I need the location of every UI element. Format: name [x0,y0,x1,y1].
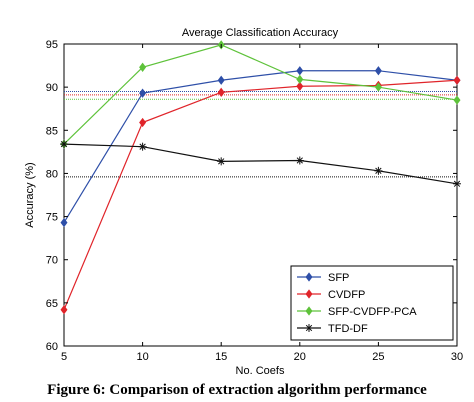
x-tick-label-20: 20 [294,351,306,363]
point-tfd-df-30 [453,179,461,188]
y-tick-label-65: 65 [46,298,58,310]
legend: SFP CVDFP SFP-CVDFP-PCA TFD-DF [290,265,454,341]
legend-marker-sfp-cvdfp-pca [305,306,313,316]
series-lines [63,44,458,310]
y-tick-label-80: 80 [46,168,58,180]
chart-title: Average Classification Accuracy [182,27,339,39]
point-tfd-df-5 [60,140,68,149]
point-tfd-df-20 [295,156,304,165]
y-axis: 60 65 70 75 80 85 90 95 [46,39,457,353]
mean-lines [64,90,457,178]
x-axis-label: No. Coefs [236,365,285,377]
point-tfd-df-10 [138,142,147,151]
point-sfp-5 [60,217,68,228]
x-tick-label-25: 25 [372,351,384,363]
x-tick-label-5: 5 [61,351,67,363]
x-tick-label-30: 30 [451,351,463,363]
figure-caption: Figure 6: Comparison of extraction algor… [47,382,427,398]
y-tick-label-75: 75 [46,212,58,224]
series-line-sfp-cvdfp-pca [63,44,458,145]
point-cvdfp-20 [296,81,304,91]
series-line-tfd-df [63,143,458,185]
point-tfd-df-15 [217,157,226,166]
legend-label-tfd-df: TFD-DF [328,323,368,335]
y-axis-label: Accuracy (%) [24,162,36,227]
legend-marker-sfp [305,272,313,282]
series-line-cvdfp [63,79,458,310]
point-sfp-15 [217,75,225,85]
legend-label-sfp-cvdfp-pca: SFP-CVDFP-PCA [328,306,417,318]
legend-marker-tfd-df [305,324,313,332]
legend-marker-cvdfp [305,289,313,299]
point-sfp-10 [139,88,147,98]
y-tick-label-90: 90 [46,82,58,94]
point-sfp-cvdfp-pca-10 [139,62,147,72]
legend-label-cvdfp: CVDFP [328,289,365,301]
x-tick-label-15: 15 [215,351,227,363]
point-cvdfp-5 [60,305,68,315]
point-cvdfp-30 [453,75,461,85]
point-cvdfp-15 [217,87,225,97]
y-tick-label-70: 70 [46,255,58,267]
y-tick-label-85: 85 [46,125,58,137]
series-line-sfp [63,70,458,223]
plot-area [60,40,461,347]
y-tick-label-60: 60 [46,341,58,353]
point-sfp-cvdfp-pca-30 [453,95,461,105]
x-axis: 5 10 15 20 25 30 [61,44,463,363]
series-markers [60,40,461,315]
point-sfp-cvdfp-pca-25 [374,82,382,92]
point-cvdfp-10 [139,117,147,128]
legend-label-sfp: SFP [328,272,349,284]
y-tick-label-95: 95 [46,39,58,51]
x-tick-label-10: 10 [136,351,148,363]
point-sfp-cvdfp-pca-20 [296,74,304,85]
point-tfd-df-25 [374,166,383,175]
point-sfp-25 [374,66,382,76]
